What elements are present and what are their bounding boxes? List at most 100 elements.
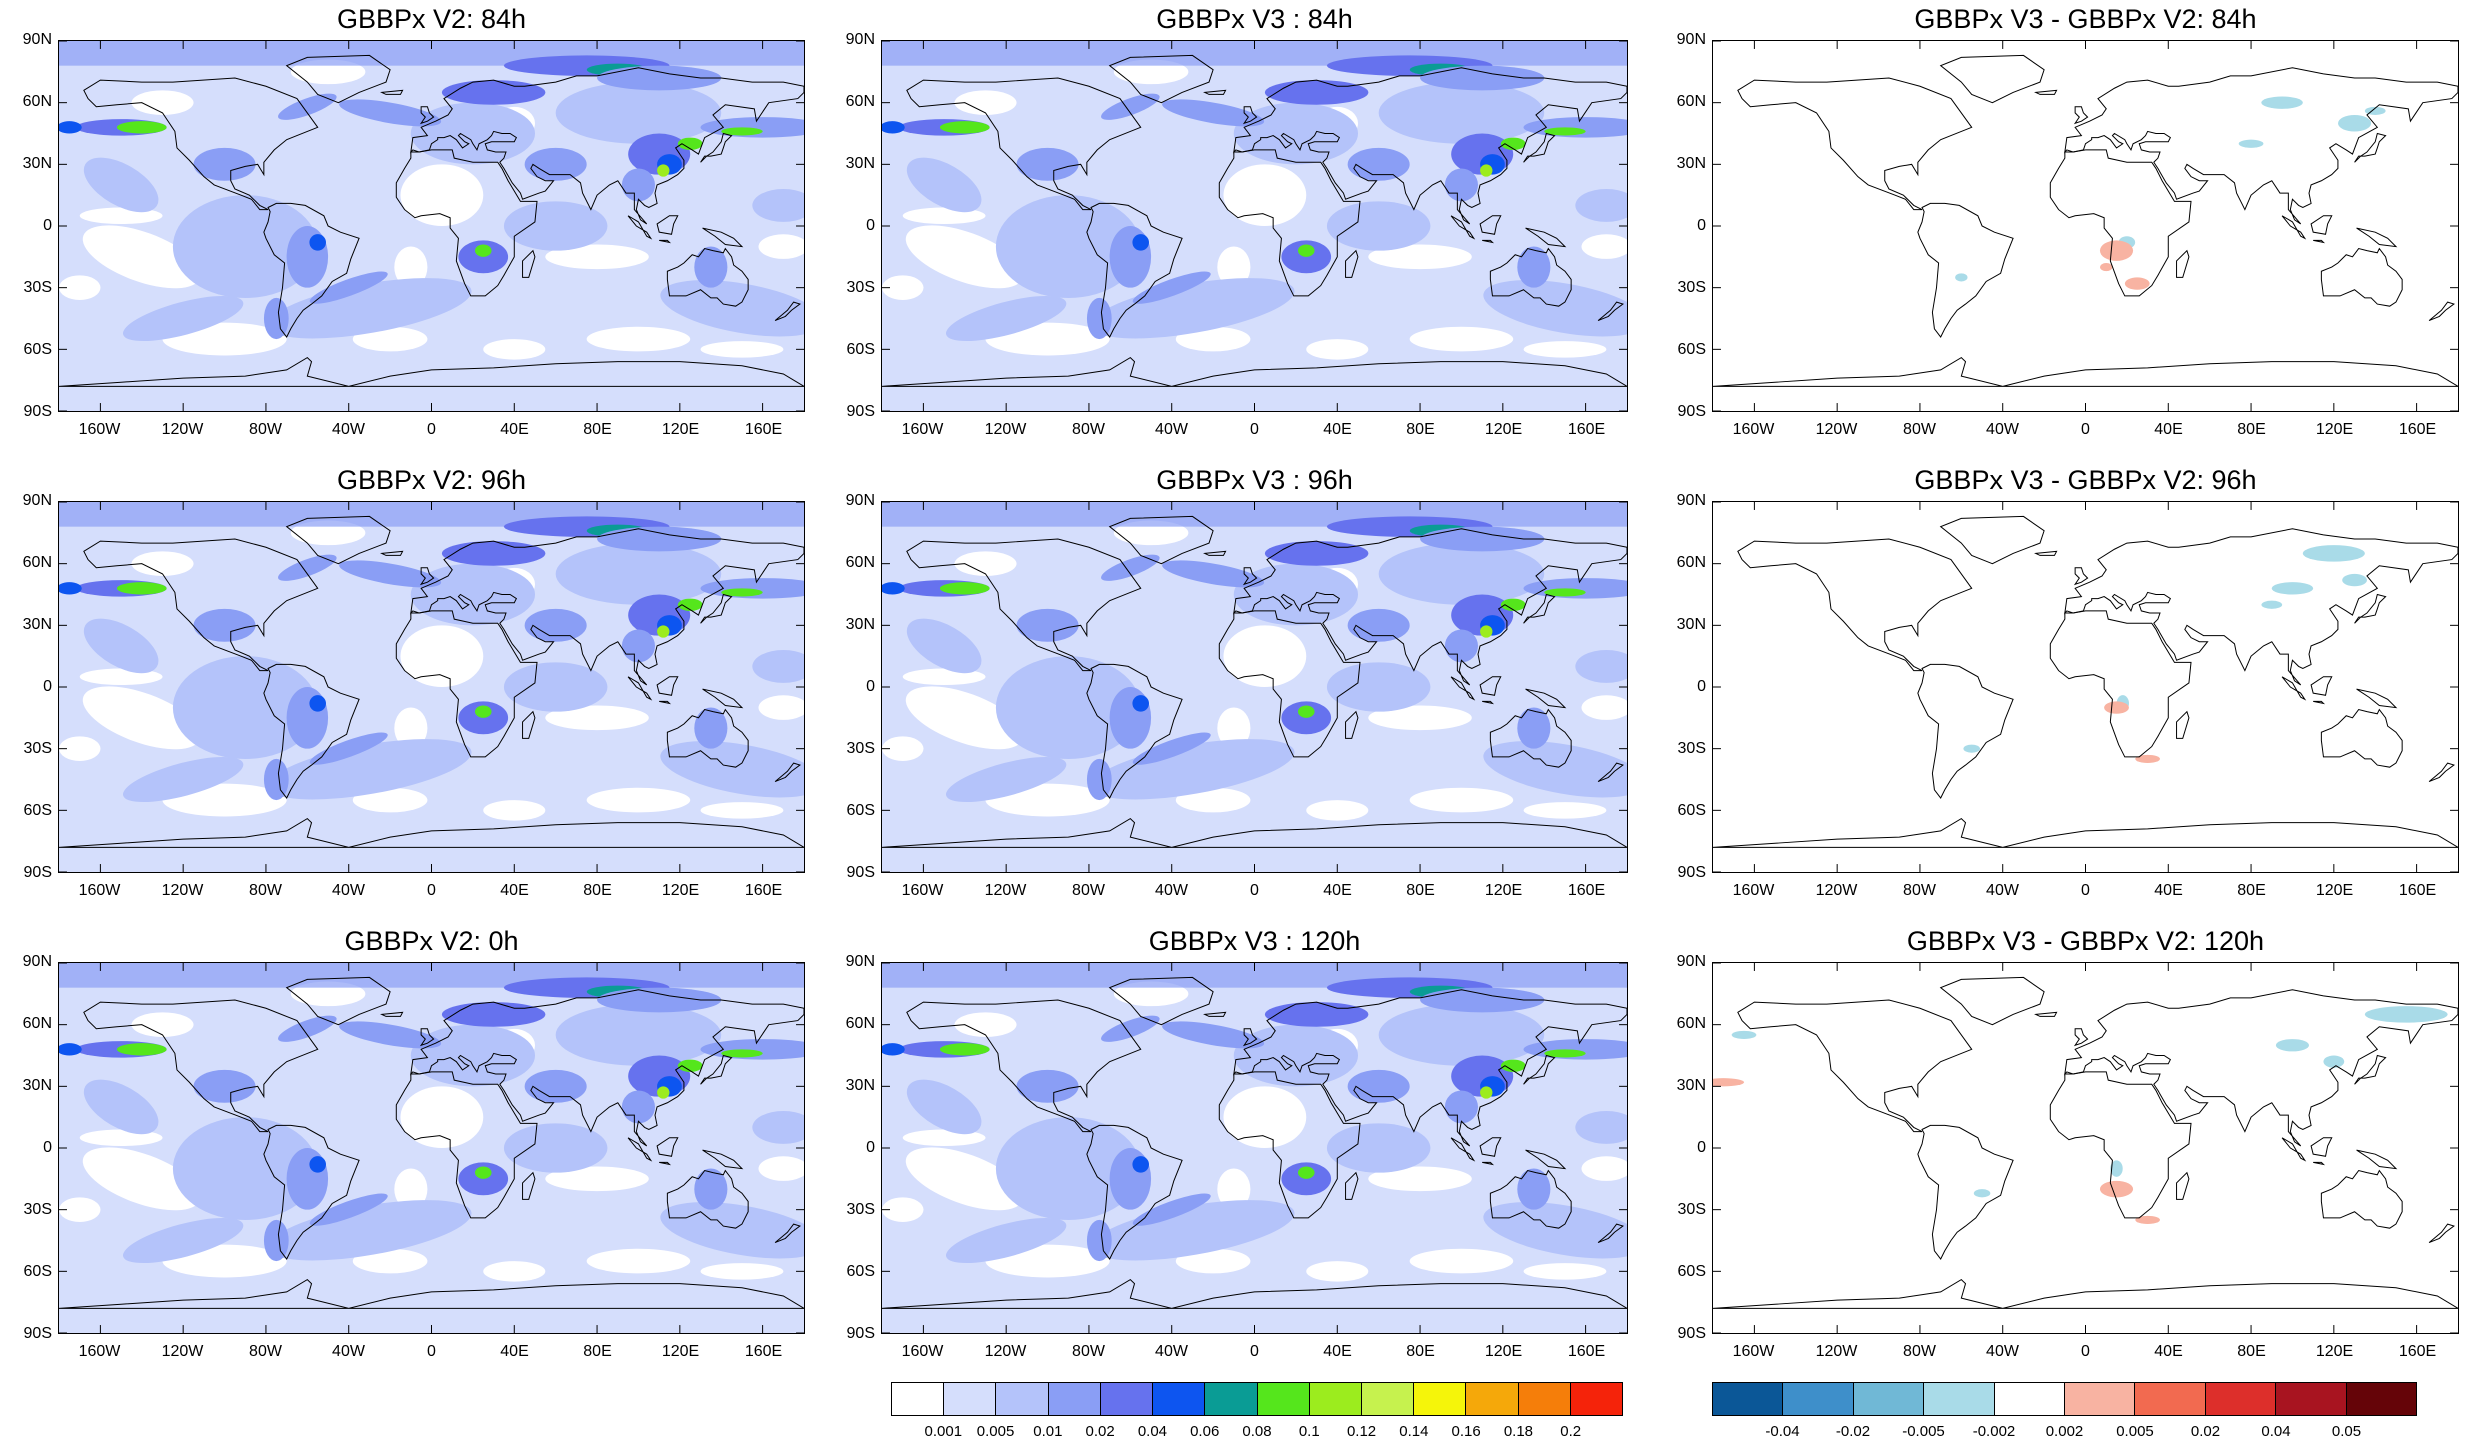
high-value-region [694,707,728,749]
lon-tick-label: 40E [2154,421,2183,438]
high-value-region [1297,244,1315,257]
low-value-region [700,802,784,819]
lat-tick-label: 90S [23,1325,52,1342]
lat-tick-label: 90S [1677,864,1706,881]
coastline [906,999,1142,1133]
high-value-region [1500,1059,1526,1072]
lon-tick-label: 160E [744,421,783,438]
lon-tick-label: 80E [1406,882,1435,899]
colorbar-label: -0.04 [1765,1423,1800,1440]
lon-tick-label: 0 [2081,1343,2090,1360]
coastline [1345,249,1359,278]
high-value-region [286,1148,329,1210]
low-value-region [1306,800,1369,821]
high-value-region [677,137,703,150]
low-value-region [1581,234,1627,259]
lat-tick-label: 90S [846,864,875,881]
coastline [1203,89,1227,95]
lat-tick-label: 60S [23,802,52,819]
coastline [1479,676,1502,696]
moderate-value-region [503,201,608,251]
lat-tick-label: 0 [43,1139,52,1156]
high-value-region [474,1166,492,1179]
coastline [395,1071,538,1219]
high-value-region [286,226,329,288]
lat-tick-label: 90N [1676,31,1706,48]
low-value-region [758,234,804,259]
negative-difference-region [1731,1030,1757,1039]
coastline [2428,1223,2455,1244]
coastline [1218,1071,1361,1219]
coastline [1525,688,1567,709]
lon-tick-label: 120W [1815,421,1858,438]
moderate-value-region [172,656,318,760]
colorbar-label: 0.001 [924,1423,963,1440]
coastline [2428,762,2455,783]
coastline [700,132,733,163]
lon-tick-label: 120E [661,882,700,899]
coastline [1523,593,1556,624]
low-value-region [400,164,484,226]
lon-tick-label: 40W [1986,882,2019,899]
high-value-region [339,1021,442,1049]
moderate-value-region [1483,1202,1627,1259]
coastline [2049,610,2192,758]
lat-tick-label: 30S [23,279,52,296]
map-plot-area [1712,501,2459,873]
coastline [1523,132,1556,163]
lon-tick-label: 160W [1732,1343,1775,1360]
high-value-region [309,234,326,251]
lon-tick-label: 160W [78,421,121,438]
coastline [2354,132,2387,163]
lon-tick-label: 120E [1484,421,1523,438]
coastline [700,1054,733,1085]
coastline [666,247,749,307]
high-value-region [882,121,905,134]
high-value-region [441,541,546,566]
high-value-region [339,99,442,127]
lat-tick-label: 60S [846,802,875,819]
colorbar-label: 0.02 [2190,1423,2221,1440]
coastline [774,762,801,783]
low-value-region [882,275,924,300]
lon-tick-label: 80E [583,1343,612,1360]
high-value-region [1086,1219,1112,1262]
panel-title: GBBPx V3 : 96h [1156,465,1353,495]
low-value-region [1409,787,1514,813]
lat-tick-label: 60S [1677,1263,1706,1280]
coastline [1479,1137,1502,1157]
colorbar-swatch [2346,1383,2417,1415]
high-value-region [1480,1086,1493,1099]
colorbar-swatch [2135,1383,2206,1415]
colorbar-swatch [1414,1383,1467,1415]
lon-tick-label: 80W [1903,1343,1936,1360]
low-value-region [905,686,1024,750]
high-value-region [1162,1021,1265,1049]
moderate-value-region [503,1123,608,1173]
moderate-value-region [172,1117,318,1221]
coastline [906,77,1142,211]
lon-tick-label: 40W [332,882,365,899]
lon-tick-label: 120W [984,882,1027,899]
coastline [1086,1124,1183,1260]
coastline [1489,708,1572,768]
lat-tick-label: 30S [1677,1201,1706,1218]
lat-tick-label: 0 [43,217,52,234]
colorbar-label: -0.002 [1972,1423,2016,1440]
coastline [410,528,804,686]
high-value-region [939,582,990,595]
coastline [2176,1171,2190,1200]
coastline [2356,688,2398,709]
lat-tick-label: 90N [1676,492,1706,509]
lat-tick-label: 0 [866,1139,875,1156]
low-value-region [1113,520,1189,546]
coastline [627,215,653,240]
low-value-region [394,1168,428,1210]
high-value-region [1086,297,1112,340]
negative-difference-region [1963,744,1980,753]
lon-tick-label: 80W [1072,421,1105,438]
low-value-region [1113,59,1189,85]
moderate-value-region [1326,662,1431,712]
coastline [1203,1011,1227,1017]
coastline [2356,227,2398,248]
